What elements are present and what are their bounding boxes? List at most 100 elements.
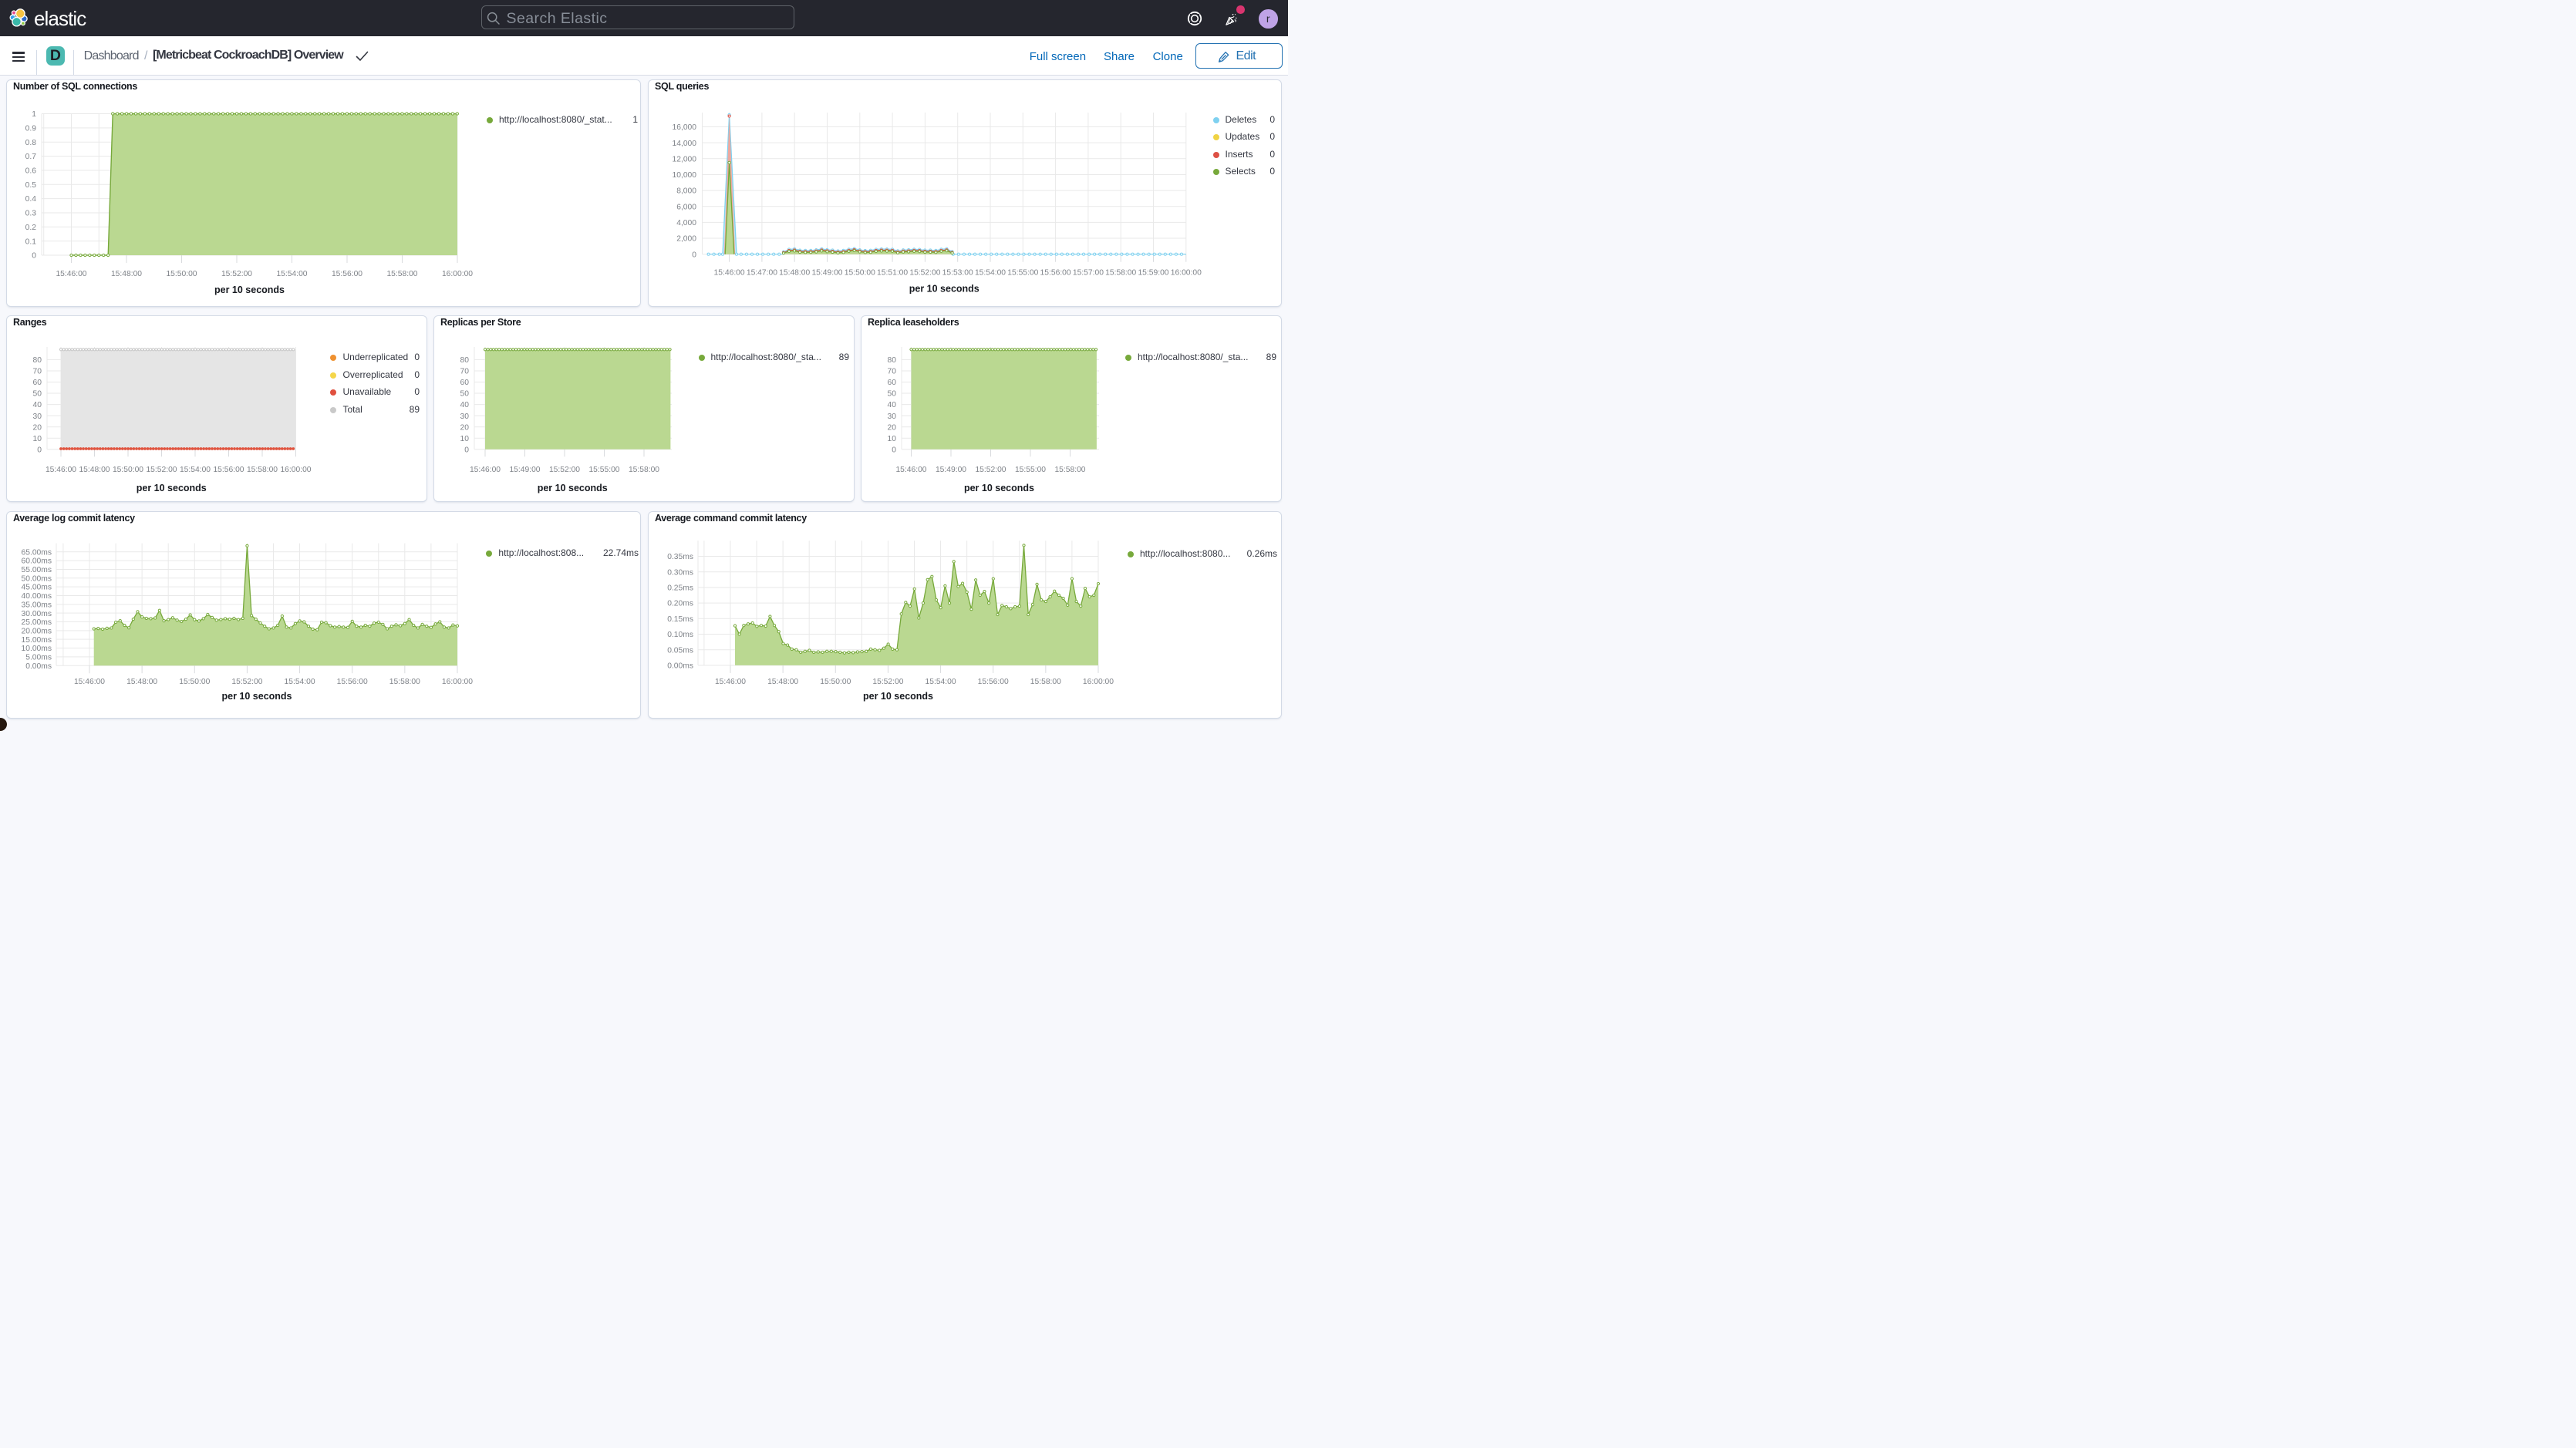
svg-text:15:57:00: 15:57:00	[1073, 269, 1104, 278]
svg-text:15:46:00: 15:46:00	[56, 270, 86, 278]
svg-text:25.00ms: 25.00ms	[22, 618, 52, 627]
svg-text:15.00ms: 15.00ms	[22, 636, 52, 645]
svg-text:0.15ms: 0.15ms	[667, 615, 693, 624]
svg-text:14,000: 14,000	[673, 140, 697, 148]
svg-text:60: 60	[888, 379, 897, 387]
svg-text:per 10 seconds: per 10 seconds	[863, 691, 933, 702]
svg-text:15:48:00: 15:48:00	[79, 466, 110, 474]
svg-text:15:58:00: 15:58:00	[247, 466, 278, 474]
svg-text:15:48:00: 15:48:00	[126, 678, 157, 686]
svg-text:per 10 seconds: per 10 seconds	[137, 483, 207, 493]
svg-text:15:49:00: 15:49:00	[936, 466, 966, 474]
svg-text:0.4: 0.4	[25, 195, 37, 204]
svg-text:35.00ms: 35.00ms	[22, 601, 52, 609]
svg-text:15:50:00: 15:50:00	[166, 270, 197, 278]
svg-text:15:52:00: 15:52:00	[872, 678, 903, 686]
svg-text:30: 30	[460, 413, 470, 421]
svg-text:per 10 seconds: per 10 seconds	[538, 483, 608, 493]
svg-text:8,000: 8,000	[676, 187, 696, 196]
svg-text:0.2: 0.2	[25, 224, 37, 232]
svg-text:4,000: 4,000	[676, 219, 696, 227]
svg-text:15:54:00: 15:54:00	[285, 678, 315, 686]
svg-text:10: 10	[460, 435, 470, 443]
svg-text:15:50:00: 15:50:00	[845, 269, 875, 278]
svg-text:50.00ms: 50.00ms	[22, 574, 52, 583]
svg-text:15:46:00: 15:46:00	[714, 269, 745, 278]
svg-text:15:55:00: 15:55:00	[1015, 466, 1046, 474]
svg-text:0.10ms: 0.10ms	[667, 631, 693, 639]
svg-text:50: 50	[888, 390, 897, 399]
svg-text:0.25ms: 0.25ms	[667, 584, 693, 593]
svg-text:15:52:00: 15:52:00	[909, 269, 940, 278]
svg-text:0.9: 0.9	[25, 124, 37, 133]
svg-text:0.00ms: 0.00ms	[25, 662, 52, 671]
svg-text:15:56:00: 15:56:00	[1040, 269, 1071, 278]
svg-text:15:54:00: 15:54:00	[180, 466, 211, 474]
svg-text:60: 60	[33, 379, 42, 387]
svg-text:70: 70	[460, 368, 470, 376]
svg-text:0.7: 0.7	[25, 153, 37, 161]
svg-text:15:50:00: 15:50:00	[179, 678, 210, 686]
svg-text:10: 10	[888, 435, 897, 443]
svg-text:15:52:00: 15:52:00	[549, 466, 580, 474]
svg-text:15:55:00: 15:55:00	[1007, 269, 1038, 278]
svg-text:15:58:00: 15:58:00	[1105, 269, 1136, 278]
svg-text:15:46:00: 15:46:00	[895, 466, 926, 474]
svg-text:80: 80	[33, 356, 42, 365]
svg-text:0: 0	[692, 251, 696, 259]
svg-text:55.00ms: 55.00ms	[22, 566, 52, 574]
svg-text:15:50:00: 15:50:00	[113, 466, 143, 474]
svg-text:15:56:00: 15:56:00	[213, 466, 244, 474]
svg-text:80: 80	[888, 356, 897, 365]
svg-text:60.00ms: 60.00ms	[22, 557, 52, 566]
svg-text:15:58:00: 15:58:00	[629, 466, 659, 474]
svg-text:10,000: 10,000	[673, 171, 697, 180]
svg-text:70: 70	[33, 368, 42, 376]
svg-text:80: 80	[460, 356, 470, 365]
svg-text:15:50:00: 15:50:00	[820, 678, 851, 686]
svg-text:15:52:00: 15:52:00	[975, 466, 1006, 474]
svg-text:15:58:00: 15:58:00	[389, 678, 420, 686]
svg-text:15:48:00: 15:48:00	[767, 678, 798, 686]
svg-text:16:00:00: 16:00:00	[1171, 269, 1202, 278]
svg-text:15:56:00: 15:56:00	[332, 270, 362, 278]
svg-text:12,000: 12,000	[673, 155, 697, 163]
svg-text:16:00:00: 16:00:00	[442, 270, 473, 278]
svg-text:2,000: 2,000	[676, 235, 696, 244]
svg-text:15:55:00: 15:55:00	[588, 466, 619, 474]
svg-text:15:46:00: 15:46:00	[470, 466, 501, 474]
svg-text:20: 20	[33, 423, 42, 432]
svg-text:10.00ms: 10.00ms	[22, 645, 52, 653]
svg-text:16,000: 16,000	[673, 123, 697, 132]
svg-text:40: 40	[888, 401, 897, 409]
svg-text:per 10 seconds: per 10 seconds	[909, 284, 979, 295]
svg-text:15:56:00: 15:56:00	[337, 678, 368, 686]
svg-text:65.00ms: 65.00ms	[22, 548, 52, 557]
svg-text:70: 70	[888, 368, 897, 376]
svg-text:45.00ms: 45.00ms	[22, 584, 52, 592]
svg-text:0.00ms: 0.00ms	[667, 662, 693, 671]
svg-text:15:46:00: 15:46:00	[46, 466, 76, 474]
svg-text:per 10 seconds: per 10 seconds	[214, 285, 285, 295]
svg-text:16:00:00: 16:00:00	[280, 466, 311, 474]
svg-text:15:54:00: 15:54:00	[975, 269, 1006, 278]
svg-text:0: 0	[464, 446, 469, 454]
svg-text:15:51:00: 15:51:00	[877, 269, 908, 278]
svg-text:0.1: 0.1	[25, 237, 37, 246]
svg-text:20: 20	[460, 423, 470, 432]
svg-text:15:58:00: 15:58:00	[1054, 466, 1085, 474]
svg-text:per 10 seconds: per 10 seconds	[964, 483, 1034, 493]
svg-text:0.8: 0.8	[25, 139, 37, 147]
svg-text:16:00:00: 16:00:00	[1083, 678, 1114, 686]
svg-text:30: 30	[888, 413, 897, 421]
svg-text:10: 10	[33, 435, 42, 443]
svg-text:0: 0	[32, 252, 36, 261]
svg-text:0.05ms: 0.05ms	[667, 646, 693, 655]
svg-text:0.5: 0.5	[25, 181, 37, 190]
svg-text:0.30ms: 0.30ms	[667, 568, 693, 577]
svg-text:40: 40	[33, 401, 42, 409]
svg-text:40: 40	[460, 401, 470, 409]
svg-text:15:56:00: 15:56:00	[978, 678, 1009, 686]
svg-text:15:59:00: 15:59:00	[1138, 269, 1168, 278]
svg-text:20.00ms: 20.00ms	[22, 627, 52, 635]
